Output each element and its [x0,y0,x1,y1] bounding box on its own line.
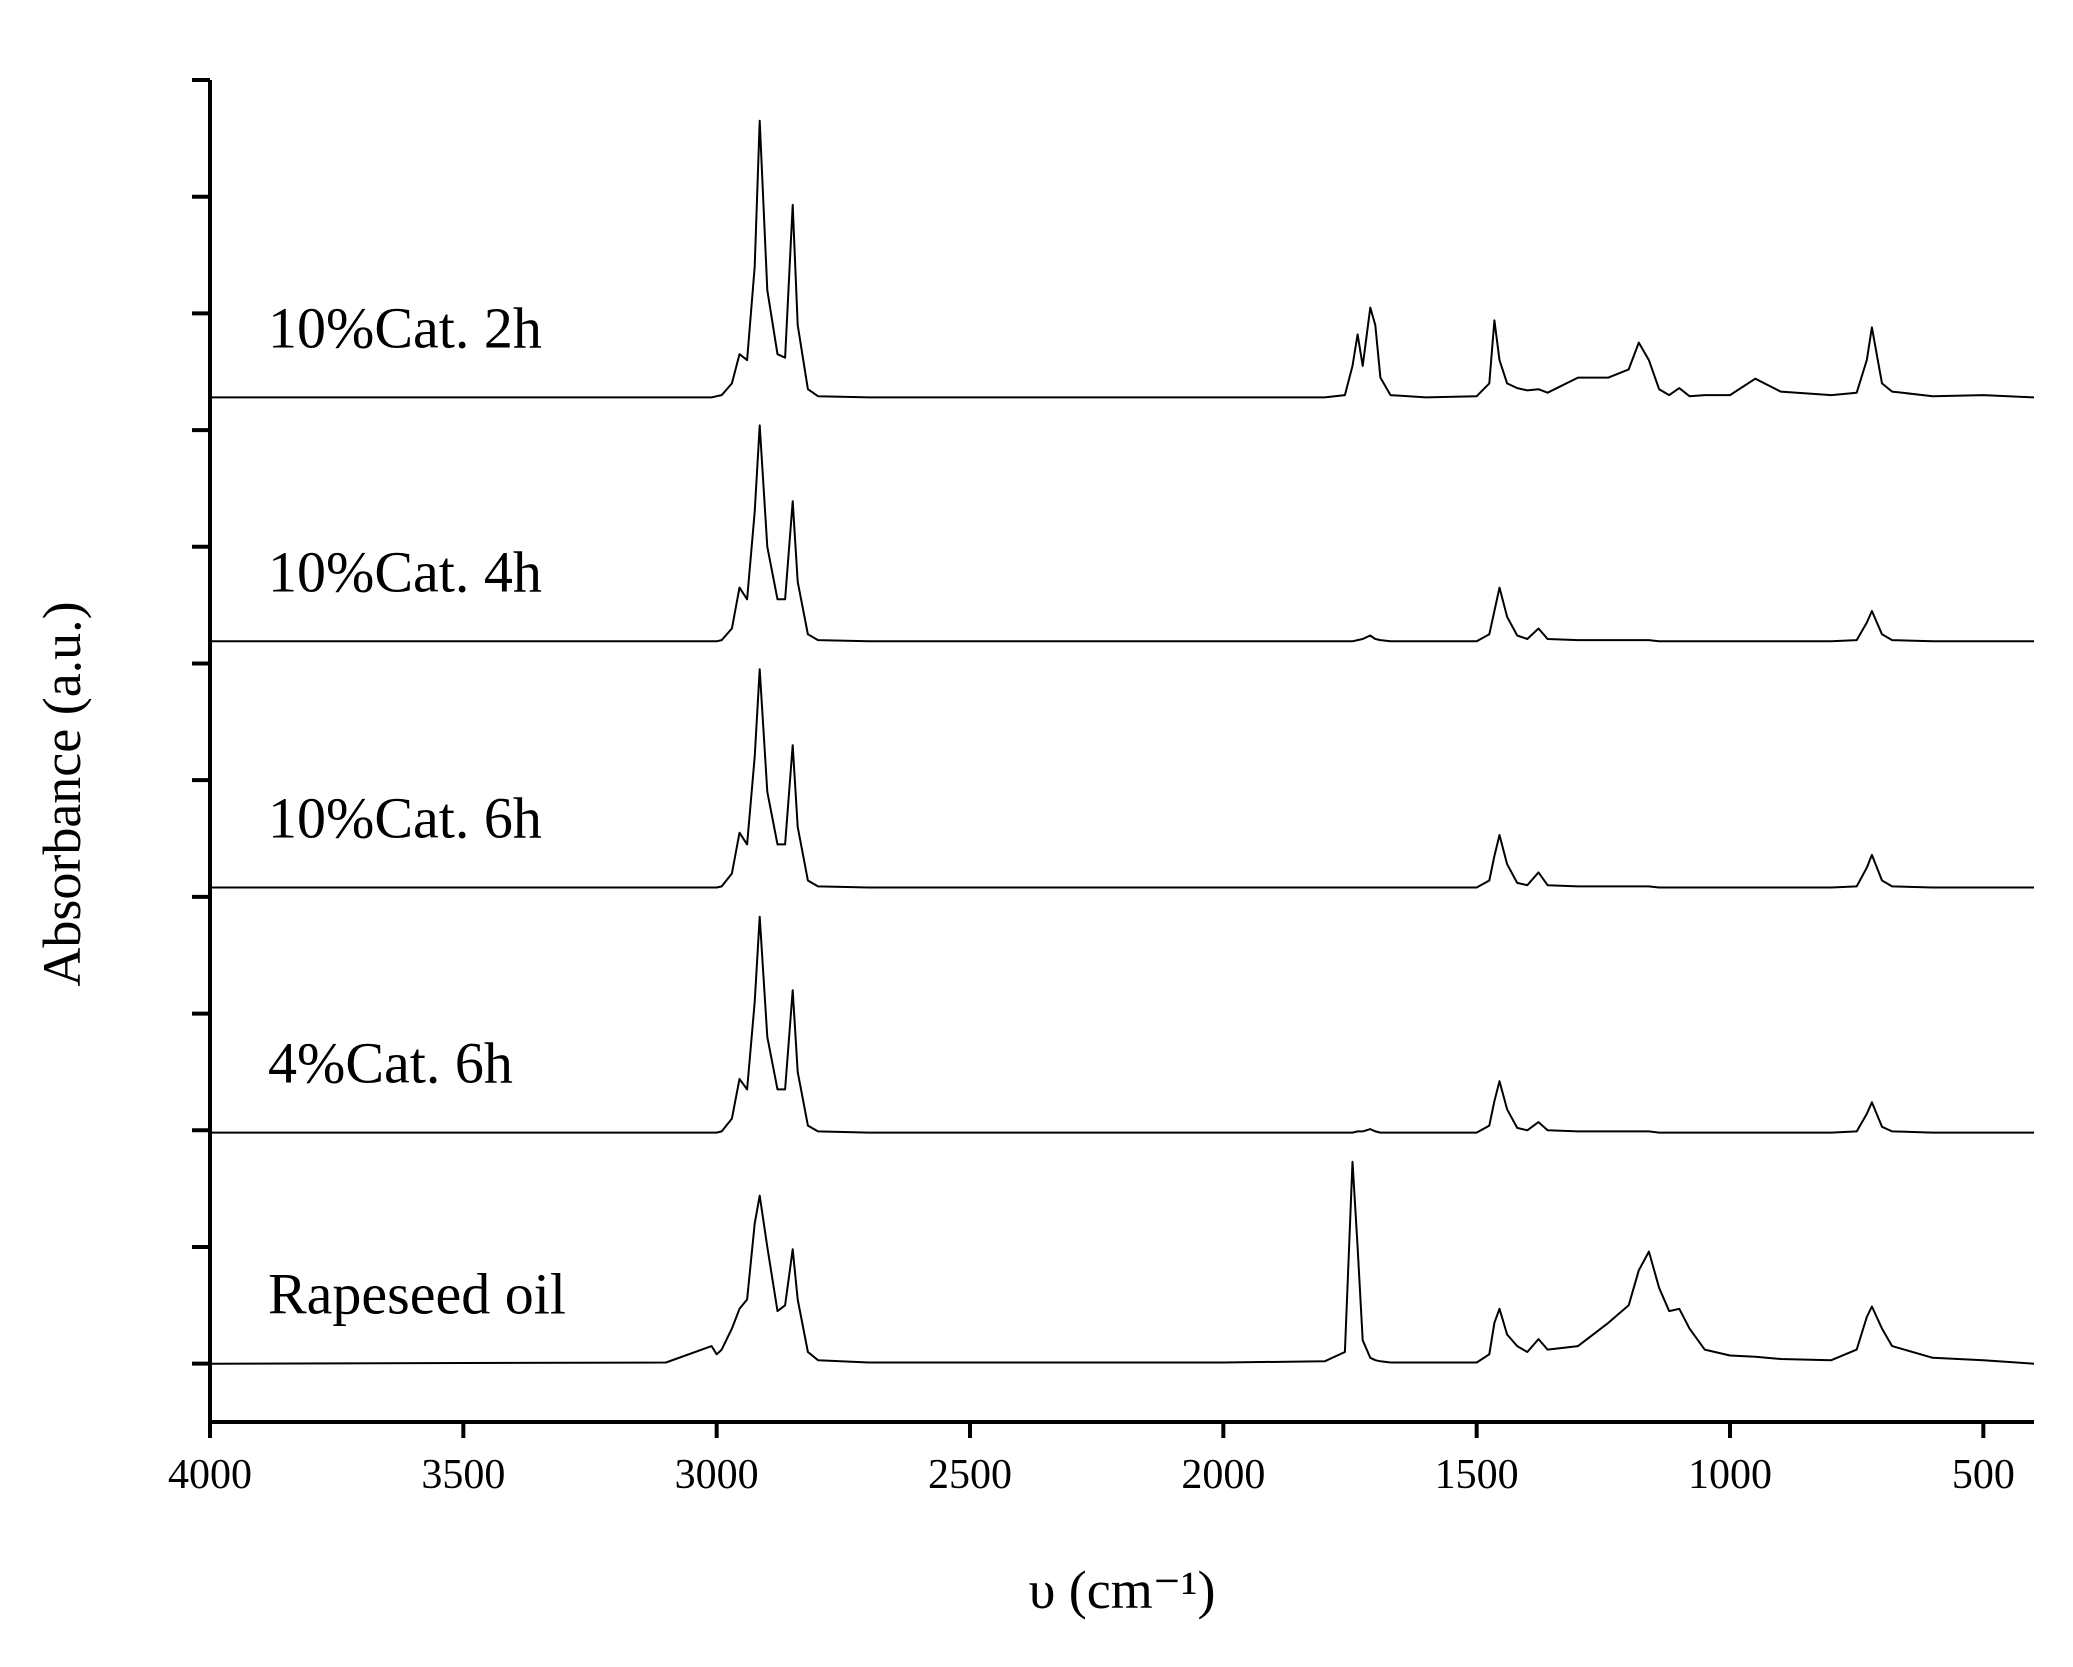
series-label: 4%Cat. 6h [268,1031,513,1096]
spectrum-line [210,668,2034,889]
x-tick-label: 1000 [1688,1452,1772,1498]
series-label: 10%Cat. 4h [268,539,542,604]
x-tick-label: 500 [1952,1452,2015,1498]
x-axis-label: υ (cm⁻¹) [1029,1560,1216,1620]
spectrum-line [210,915,2034,1134]
series-label: 10%Cat. 2h [268,295,542,360]
x-tick-label: 2500 [928,1452,1012,1498]
series-label: 10%Cat. 6h [268,786,542,851]
series-label: Rapeseed oil [268,1262,566,1327]
x-tick-label: 3000 [675,1452,759,1498]
spectrum-line [210,424,2034,643]
x-tick-label: 1500 [1435,1452,1519,1498]
y-axis-label: Absorbance (a.u.) [32,601,92,986]
x-tick-label: 3500 [421,1452,505,1498]
x-tick-label: 2000 [1181,1452,1265,1498]
spectrum-line [210,119,2035,399]
spectrum-line [209,1160,2035,1365]
x-tick-label: 4000 [168,1452,252,1498]
